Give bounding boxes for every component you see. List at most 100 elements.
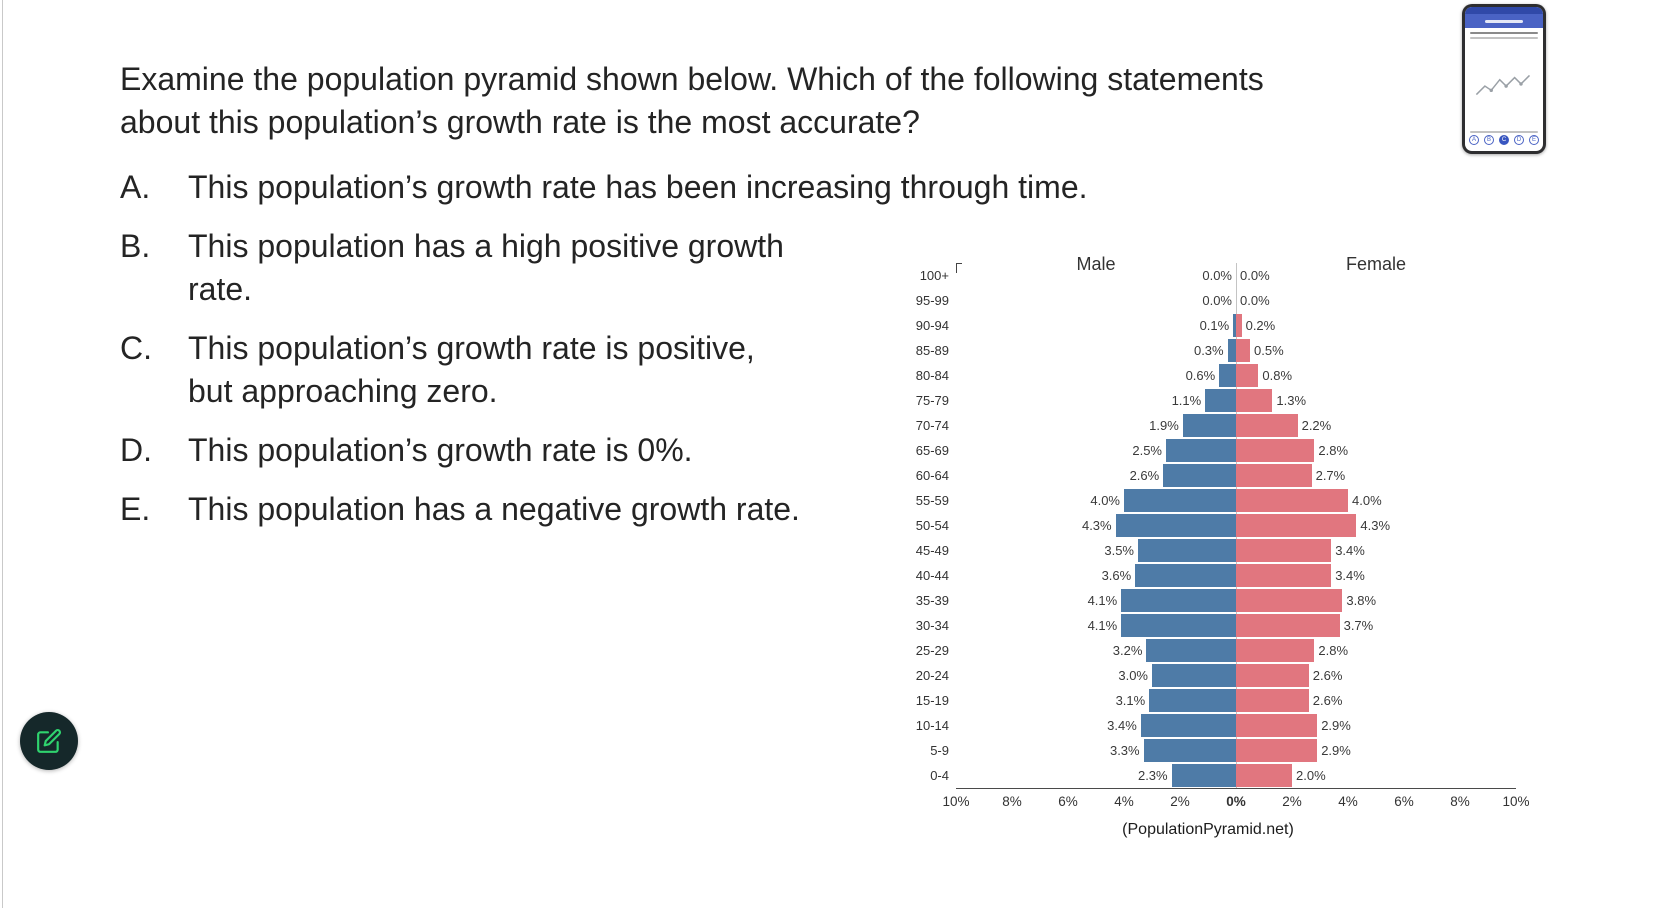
pyramid-row-10-14: 10-14 3.4% 2.9%	[900, 713, 1516, 738]
age-group-label: 65-69	[915, 443, 949, 458]
male-bar	[1182, 414, 1236, 437]
male-bar-cell: 3.2%	[956, 638, 1236, 663]
female-bar	[1236, 764, 1292, 787]
option-letter: C.	[120, 330, 152, 366]
male-value-label: 0.0%	[1202, 293, 1232, 308]
age-group-label: 55-59	[915, 493, 949, 508]
female-bar-cell: 0.8%	[1236, 363, 1516, 388]
male-bar	[1121, 589, 1236, 612]
male-bar-cell: 3.0%	[956, 663, 1236, 688]
female-bar-cell: 3.7%	[1236, 613, 1516, 638]
male-bar	[1135, 564, 1236, 587]
option-letter: B.	[120, 228, 151, 264]
male-value-label: 4.0%	[1090, 493, 1120, 508]
female-value-label: 2.6%	[1312, 693, 1343, 708]
male-value-label: 3.6%	[1101, 568, 1132, 583]
age-group-label: 30-34	[915, 618, 949, 633]
x-axis-tick-label: 2%	[1170, 794, 1190, 809]
female-value-label: 1.3%	[1276, 393, 1307, 408]
x-axis-tick-label: 4%	[1338, 794, 1358, 809]
female-value-label: 2.8%	[1318, 643, 1349, 658]
male-value-label: 3.3%	[1109, 743, 1140, 758]
female-bar-cell: 0.0%	[1236, 288, 1516, 313]
age-group-label: 15-19	[915, 693, 949, 708]
placeholder-header-text	[1485, 19, 1523, 23]
female-bar-cell: 0.0%	[1236, 263, 1516, 288]
x-axis-tick-label: 10%	[1502, 794, 1530, 809]
phone-poll-body	[1465, 28, 1543, 135]
female-value-label: 3.7%	[1343, 618, 1374, 633]
male-bar	[1205, 389, 1236, 412]
option-text: This population’s growth rate is positiv…	[188, 330, 755, 409]
option-letter: E.	[120, 491, 151, 527]
female-bar	[1236, 639, 1315, 662]
male-bar-cell: 1.1%	[956, 388, 1236, 413]
female-value-label: 0.2%	[1245, 318, 1276, 333]
female-value-label: 3.8%	[1346, 593, 1377, 608]
female-bar-cell: 2.9%	[1236, 713, 1516, 738]
phone-answer-choice-e: E	[1529, 135, 1539, 145]
female-value-label: 2.6%	[1312, 668, 1343, 683]
x-axis-tick-label: 10%	[942, 794, 970, 809]
female-value-label: 2.7%	[1315, 468, 1346, 483]
pyramid-row-65-69: 65-69 2.5% 2.8%	[900, 438, 1516, 463]
pyramid-row-85-89: 85-89 0.3% 0.5%	[900, 338, 1516, 363]
female-bar	[1236, 314, 1242, 337]
male-bar	[1171, 764, 1236, 787]
female-value-label: 0.0%	[1240, 268, 1270, 283]
pyramid-row-35-39: 35-39 4.1% 3.8%	[900, 588, 1516, 613]
y-axis-tick	[956, 263, 962, 273]
age-group-label: 35-39	[915, 593, 949, 608]
pyramid-row-30-34: 30-34 4.1% 3.7%	[900, 613, 1516, 638]
phone-poll-header	[1465, 14, 1543, 28]
pyramid-row-5-9: 5-9 3.3% 2.9%	[900, 738, 1516, 763]
pyramid-row-45-49: 45-49 3.5% 3.4%	[900, 538, 1516, 563]
pyramid-row-50-54: 50-54 4.3% 4.3%	[900, 513, 1516, 538]
female-bar-cell: 2.8%	[1236, 438, 1516, 463]
male-bar	[1227, 339, 1236, 362]
pyramid-row-0-4: 0-4 2.3% 2.0%	[900, 763, 1516, 788]
female-bar	[1236, 489, 1348, 512]
male-bar	[1233, 314, 1236, 337]
female-bar-cell: 2.2%	[1236, 413, 1516, 438]
male-value-label: 3.4%	[1107, 718, 1137, 733]
female-bar-cell: 2.8%	[1236, 638, 1516, 663]
female-bar-cell: 2.6%	[1236, 688, 1516, 713]
pyramid-row-15-19: 15-19 3.1% 2.6%	[900, 688, 1516, 713]
female-bar	[1236, 614, 1340, 637]
male-bar-cell: 0.1%	[956, 313, 1236, 338]
x-axis-tick-label: 8%	[1002, 794, 1022, 809]
male-bar-cell: 2.6%	[956, 463, 1236, 488]
male-bar	[1115, 514, 1236, 537]
male-value-label: 3.2%	[1112, 643, 1143, 658]
male-bar-cell: 0.6%	[956, 363, 1236, 388]
question-block: Examine the population pyramid shown bel…	[120, 58, 1460, 547]
pyramid-row-75-79: 75-79 1.1% 1.3%	[900, 388, 1516, 413]
male-bar	[1143, 739, 1236, 762]
male-bar-cell: 4.3%	[956, 513, 1236, 538]
age-group-label: 10-14	[915, 718, 949, 733]
answer-option-c: C. This population’s growth rate is posit…	[120, 327, 1460, 413]
question-text: Examine the population pyramid shown bel…	[120, 61, 1264, 140]
male-bar-cell: 0.0%	[956, 263, 1236, 288]
female-bar	[1236, 439, 1315, 462]
age-group-label: 20-24	[915, 668, 949, 683]
pyramid-row-95-99: 95-99 0.0% 0.0%	[900, 288, 1516, 313]
male-bar-cell: 3.6%	[956, 563, 1236, 588]
male-bar	[1166, 439, 1236, 462]
male-value-label: 3.1%	[1115, 693, 1146, 708]
male-bar-cell: 3.4%	[956, 713, 1236, 738]
male-bar	[1138, 539, 1236, 562]
placeholder-text-line	[1470, 131, 1538, 133]
age-group-label: 45-49	[915, 543, 949, 558]
female-bar	[1236, 389, 1273, 412]
edit-annotate-button[interactable]	[20, 712, 78, 770]
female-value-label: 0.8%	[1262, 368, 1293, 383]
male-value-label: 3.0%	[1118, 668, 1148, 683]
female-value-label: 3.4%	[1335, 568, 1365, 583]
female-value-label: 2.2%	[1301, 418, 1332, 433]
female-bar	[1236, 339, 1250, 362]
male-bar-cell: 4.1%	[956, 613, 1236, 638]
phone-answer-choice-a: A	[1469, 135, 1479, 145]
